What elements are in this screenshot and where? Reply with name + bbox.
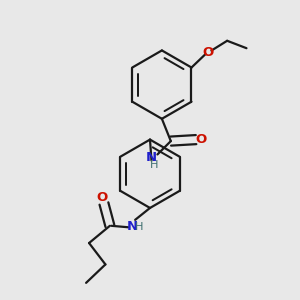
Text: H: H bbox=[135, 222, 143, 232]
Text: H: H bbox=[150, 160, 158, 170]
Text: O: O bbox=[202, 46, 214, 59]
Text: N: N bbox=[127, 220, 138, 233]
Text: O: O bbox=[196, 133, 207, 146]
Text: N: N bbox=[146, 151, 157, 164]
Text: O: O bbox=[97, 191, 108, 204]
